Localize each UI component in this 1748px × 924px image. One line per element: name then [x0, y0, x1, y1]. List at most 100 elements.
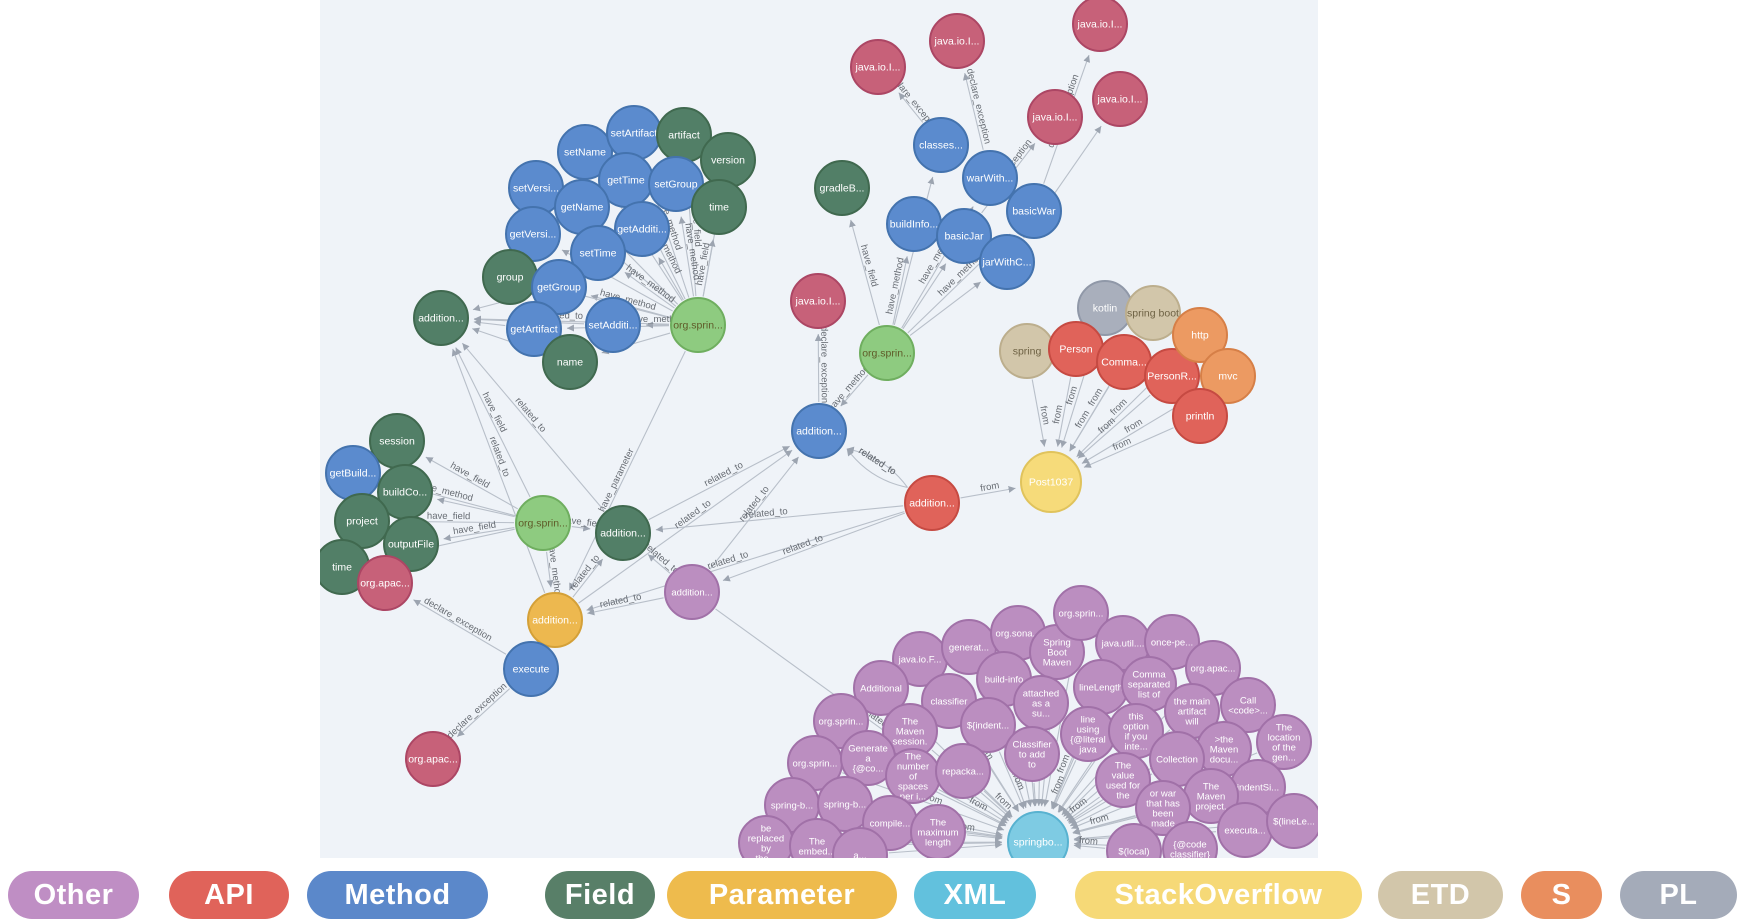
graph-node-addition[interactable]: addition... [664, 564, 720, 620]
graph-node-the-main-artifact-will[interactable]: the main artifact will [1164, 683, 1220, 739]
graph-node-the-maven-session[interactable]: The Maven session. [882, 703, 938, 759]
node-circle[interactable] [910, 804, 966, 859]
legend-pill-xml[interactable]: XML [914, 871, 1036, 919]
legend-pill-parameter[interactable]: Parameter [667, 871, 897, 919]
graph-node-java-io-i[interactable]: java.io.I... [1092, 71, 1148, 127]
node-circle[interactable] [1162, 821, 1218, 876]
node-circle[interactable] [1106, 823, 1162, 878]
legend-pill-other[interactable]: Other [8, 871, 139, 919]
graph-node-this-option-if-you-inte[interactable]: this option if you inte... [1108, 703, 1164, 759]
graph-node-http[interactable]: http [1172, 307, 1228, 363]
node-circle[interactable] [1256, 714, 1312, 770]
node-circle[interactable] [542, 334, 598, 390]
node-circle[interactable] [1172, 307, 1228, 363]
node-circle[interactable] [859, 325, 915, 381]
graph-node-executa[interactable]: executa... [1217, 802, 1273, 858]
graph-node-println[interactable]: println [1172, 388, 1228, 444]
node-circle[interactable] [1027, 89, 1083, 145]
node-circle[interactable] [506, 301, 562, 357]
graph-node-getadditi[interactable]: getAdditi... [614, 201, 670, 257]
graph-node-linele[interactable]: $(lineLe... [1266, 793, 1321, 849]
node-circle[interactable] [1172, 388, 1228, 444]
node-circle[interactable] [850, 39, 906, 95]
graph-node-getname[interactable]: getName [554, 179, 610, 235]
graph-node-java-io-i[interactable]: java.io.I... [929, 13, 985, 69]
node-circle[interactable] [960, 697, 1016, 753]
node-circle[interactable] [979, 234, 1035, 290]
graph-node-org-sprin[interactable]: org.sprin... [1053, 585, 1109, 641]
graph-node-addition[interactable]: addition... [527, 592, 583, 648]
graph-node-call-code[interactable]: Call <code>... [1220, 677, 1276, 733]
node-circle[interactable] [595, 505, 651, 561]
graph-node-java-io-i[interactable]: java.io.I... [850, 39, 906, 95]
graph-node-comma[interactable]: Comma... [1096, 334, 1152, 390]
graph-node-getgroup[interactable]: getGroup [531, 259, 587, 315]
graph-node-time[interactable]: time [691, 179, 747, 235]
graph-node-kotlin[interactable]: kotlin [1077, 280, 1133, 336]
graph-node-org-sprin[interactable]: org.sprin... [859, 325, 915, 381]
graph-node-personr[interactable]: PersonR... [1144, 348, 1200, 404]
graph-node-addition[interactable]: addition... [413, 290, 469, 346]
graph-node-artifact[interactable]: artifact [656, 107, 712, 163]
graph-node-addition[interactable]: addition... [904, 475, 960, 531]
graph-node-basicjar[interactable]: basicJar [936, 208, 992, 264]
graph-node-the-location-of-the-gen[interactable]: The location of the gen... [1256, 714, 1312, 770]
graph-node-setversi[interactable]: setVersi... [508, 160, 564, 216]
node-circle[interactable] [531, 259, 587, 315]
graph-node-local[interactable]: $(local) [1106, 823, 1162, 878]
node-circle[interactable] [1072, 0, 1128, 52]
graph-node-jarwithc[interactable]: jarWithC... [979, 234, 1035, 290]
graph-node-post1037[interactable]: Post1037 [1020, 451, 1082, 513]
graph-node-classes[interactable]: classes... [913, 117, 969, 173]
graph-node-spring-boot[interactable]: spring boot [1125, 285, 1181, 341]
graph-node-indent[interactable]: ${indent... [960, 697, 1016, 753]
graph-node-setname[interactable]: setName [557, 124, 613, 180]
graph-node-the-maximum-length[interactable]: The maximum length [910, 804, 966, 859]
node-circle[interactable] [913, 117, 969, 173]
graph-node-org-sprin[interactable]: org.sprin... [670, 297, 726, 353]
node-circle[interactable] [1006, 183, 1062, 239]
graph-node-a[interactable]: a... [832, 827, 888, 882]
graph-node-addition[interactable]: addition... [791, 403, 847, 459]
node-circle[interactable] [527, 592, 583, 648]
graph-node-getbuild[interactable]: getBuild... [325, 445, 381, 501]
graph-node-org-apac[interactable]: org.apac... [357, 555, 413, 611]
node-circle[interactable] [664, 564, 720, 620]
graph-node-classifier-to-add-to[interactable]: Classifier to add to [1004, 726, 1060, 782]
legend-pill-field[interactable]: Field [545, 871, 655, 919]
graph-node-springbo[interactable]: springbo... [1007, 811, 1069, 872]
node-circle[interactable] [1144, 348, 1200, 404]
graph-node-mvc[interactable]: mvc [1200, 348, 1256, 404]
graph-node-settime[interactable]: setTime [570, 225, 626, 281]
graph-node-buildco[interactable]: buildCo... [377, 464, 433, 520]
node-circle[interactable] [585, 297, 641, 353]
node-circle[interactable] [1020, 451, 1082, 513]
graph-node-be-replaced-by-the[interactable]: be replaced by the... [738, 815, 794, 870]
node-circle[interactable] [357, 555, 413, 611]
graph-node-java-io-i[interactable]: java.io.I... [790, 273, 846, 329]
node-circle[interactable] [557, 124, 613, 180]
node-circle[interactable] [413, 290, 469, 346]
node-circle[interactable] [791, 403, 847, 459]
graph-node-org-apac[interactable]: org.apac... [405, 731, 461, 787]
graph-node-java-io-i[interactable]: java.io.I... [1027, 89, 1083, 145]
graph-node-gettime[interactable]: getTime [598, 152, 654, 208]
node-circle[interactable] [814, 160, 870, 216]
graph-node-additional[interactable]: Additional [853, 660, 909, 716]
graph-node-org-sprin[interactable]: org.sprin... [515, 495, 571, 551]
node-circle[interactable] [936, 208, 992, 264]
graph-node-warwith[interactable]: warWith... [962, 150, 1018, 206]
node-circle[interactable] [904, 475, 960, 531]
graph-node-repacka[interactable]: repacka... [935, 743, 991, 799]
node-circle[interactable] [1053, 585, 1109, 641]
node-circle[interactable] [1266, 793, 1321, 849]
graph-node-line-using-literal-java[interactable]: line using {@literal java [1060, 706, 1116, 762]
node-circle[interactable] [1092, 71, 1148, 127]
graph-node-the-maven-project[interactable]: The Maven project. [1183, 768, 1239, 824]
node-circle[interactable] [670, 297, 726, 353]
graph-node-basicwar[interactable]: basicWar [1006, 183, 1062, 239]
legend-pill-s[interactable]: S [1521, 871, 1602, 919]
node-circle[interactable] [503, 641, 559, 697]
node-circle[interactable] [405, 731, 461, 787]
